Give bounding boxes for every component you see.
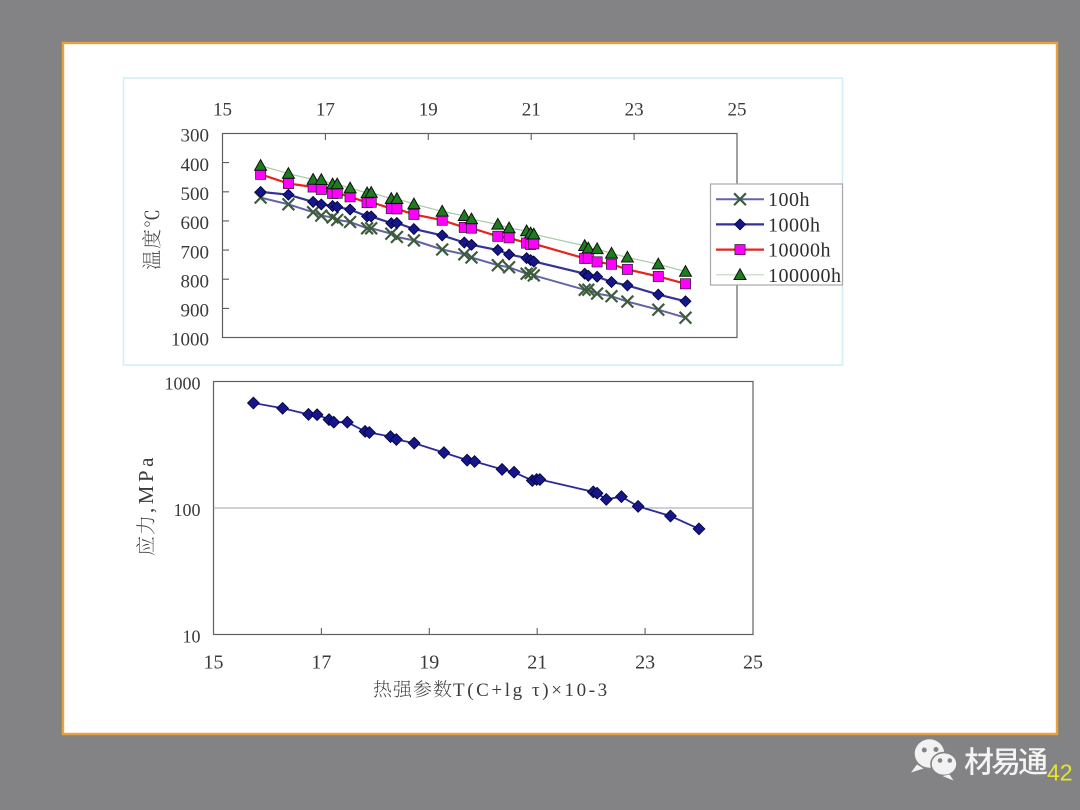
svg-text:,MPa: ,MPa — [134, 454, 158, 513]
svg-text:100000h: 100000h — [768, 265, 842, 287]
svg-text:19: 19 — [419, 100, 438, 121]
svg-text:15: 15 — [213, 100, 232, 121]
svg-text:700: 700 — [181, 242, 210, 263]
svg-text:500: 500 — [181, 184, 210, 205]
svg-text:23: 23 — [635, 652, 655, 674]
svg-text:900: 900 — [181, 301, 210, 322]
svg-text:42: 42 — [1047, 760, 1073, 786]
svg-text:19: 19 — [419, 652, 439, 674]
svg-text:15: 15 — [204, 652, 224, 674]
svg-text:300: 300 — [181, 126, 210, 147]
svg-text:1000: 1000 — [171, 330, 209, 351]
svg-text:100: 100 — [174, 500, 201, 520]
svg-text:17: 17 — [311, 652, 331, 674]
svg-text:1000: 1000 — [165, 374, 201, 394]
svg-text:1000h: 1000h — [768, 214, 821, 236]
svg-text:100h: 100h — [768, 189, 810, 211]
svg-text:23: 23 — [625, 100, 644, 121]
svg-text:25: 25 — [743, 652, 763, 674]
svg-text:400: 400 — [181, 155, 210, 176]
svg-text:800: 800 — [181, 271, 210, 292]
svg-text:21: 21 — [522, 100, 541, 121]
svg-text:10000h: 10000h — [768, 240, 831, 262]
svg-text:T(C+lg τ)×10-3: T(C+lg τ)×10-3 — [453, 680, 610, 701]
svg-text:17: 17 — [316, 100, 335, 121]
svg-text:25: 25 — [728, 100, 747, 121]
svg-text:600: 600 — [181, 213, 210, 234]
svg-text:21: 21 — [527, 652, 547, 674]
svg-text:10: 10 — [183, 627, 201, 647]
